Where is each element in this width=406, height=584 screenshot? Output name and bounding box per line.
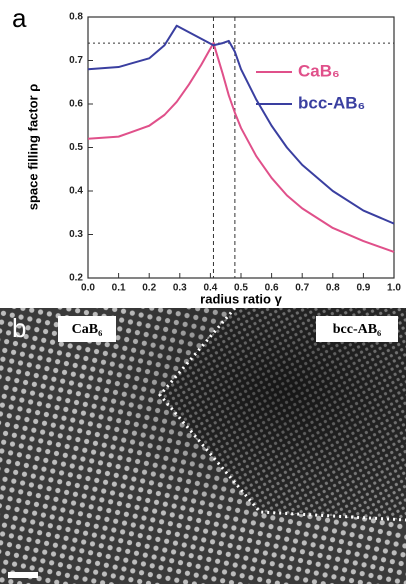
chart: a radius ratio γ space filling factor ρ … — [12, 3, 401, 307]
label-box — [316, 316, 398, 342]
x-tick-label: 0.2 — [142, 283, 156, 294]
y-tick-label: 0.2 — [69, 273, 83, 284]
panel-label: a — [12, 3, 27, 33]
scale-bar — [8, 572, 38, 578]
x-tick-label: 0.4 — [203, 283, 217, 294]
y-tick-label: 0.4 — [69, 186, 83, 197]
x-tick-label: 0.3 — [173, 283, 187, 294]
series-line — [87, 42, 395, 253]
micrograph: b CaB₆ bcc-AB₆ — [0, 308, 406, 584]
x-tick-label: 0.7 — [295, 283, 309, 294]
y-tick-label: 0.5 — [69, 142, 83, 153]
x-tick-label: 0.1 — [112, 283, 126, 294]
x-tick-label: 0.5 — [234, 283, 248, 294]
y-tick-label: 0.3 — [69, 229, 83, 240]
x-tick-label: 1.0 — [387, 283, 401, 294]
phase-label: CaB₆ — [72, 322, 103, 337]
x-tick-label: 0.9 — [356, 283, 370, 294]
x-tick-label: 0.0 — [81, 283, 95, 294]
legend-label: CaB₆ — [298, 61, 340, 80]
y-tick-label: 0.7 — [69, 55, 83, 66]
plot-frame — [87, 16, 395, 279]
phase-label: bcc-AB₆ — [333, 322, 382, 337]
label-box — [58, 316, 116, 342]
x-axis-label: radius ratio γ — [200, 291, 282, 306]
y-tick-label: 0.8 — [69, 12, 83, 23]
y-axis-label: space filling factor ρ — [25, 84, 40, 211]
series-line — [87, 24, 395, 225]
y-tick-label: 0.6 — [69, 99, 83, 110]
x-tick-label: 0.6 — [265, 283, 279, 294]
legend-label: bcc-AB₆ — [298, 93, 365, 112]
panel-label: b — [12, 313, 26, 343]
x-tick-label: 0.8 — [326, 283, 340, 294]
